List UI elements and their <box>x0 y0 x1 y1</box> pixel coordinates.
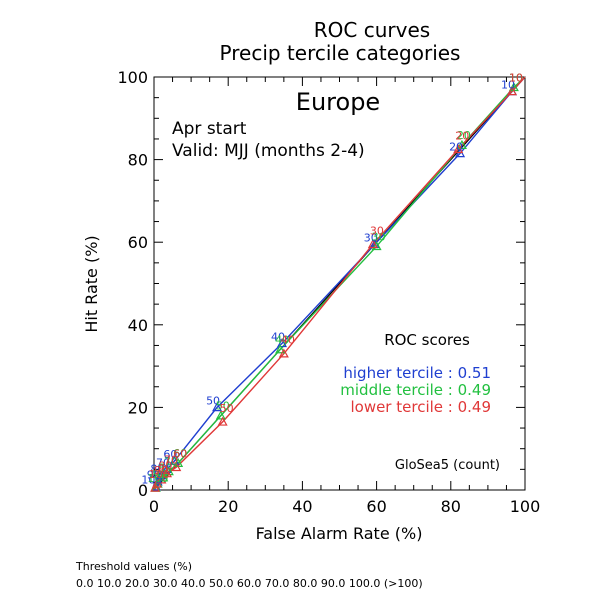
point-marker-lower-tercile <box>156 474 167 484</box>
threshold-label-middle-tercile: 100 <box>147 472 168 485</box>
threshold-label-middle-tercile: 30 <box>372 230 386 243</box>
point-marker-lower-tercile <box>278 348 289 358</box>
score-lower-tercile: lower tercile : 0.49 <box>350 398 491 416</box>
x-tick-label: 40 <box>292 497 312 516</box>
point-marker-lower-tercile <box>367 239 378 249</box>
threshold-label-middle-tercile: 20 <box>457 129 471 142</box>
threshold-label-higher-tercile: 30 <box>364 231 378 244</box>
x-tick-label: 80 <box>441 497 461 516</box>
threshold-label-lower-tercile: 90 <box>154 464 168 477</box>
y-tick-label: 60 <box>128 233 148 252</box>
threshold-label-higher-tercile: 60 <box>163 448 177 461</box>
threshold-label-lower-tercile: 80 <box>158 460 172 473</box>
threshold-label-higher-tercile: 20 <box>449 140 463 153</box>
threshold-label-lower-tercile: 60 <box>173 447 187 460</box>
threshold-label-lower-tercile: 50 <box>220 402 234 415</box>
threshold-values: 0.0 10.0 20.0 30.0 40.0 50.0 60.0 70.0 8… <box>76 577 423 590</box>
point-marker-higher-tercile <box>169 455 180 465</box>
point-marker-higher-tercile <box>161 464 173 474</box>
threshold-label-higher-tercile: 50 <box>206 394 220 407</box>
threshold-label-lower-tercile: 70 <box>164 453 178 466</box>
point-marker-middle-tercile <box>163 466 174 476</box>
point-marker-lower-tercile <box>217 416 228 426</box>
threshold-label-middle-tercile: 90 <box>153 468 167 481</box>
chart-title: ROC curves <box>314 18 430 42</box>
x-tick-label: 0 <box>149 497 159 516</box>
x-tick-label: 60 <box>366 497 386 516</box>
y-axis-label: Hit Rate (%) <box>82 235 101 332</box>
point-marker-higher-tercile <box>276 338 288 348</box>
threshold-label-higher-tercile: 10 <box>501 78 515 91</box>
threshold-label-lower-tercile: 20 <box>455 129 469 142</box>
threshold-label-higher-tercile: 90 <box>147 469 161 482</box>
threshold-label-middle-tercile: 40 <box>275 334 289 347</box>
threshold-label-lower-tercile: 30 <box>370 224 384 237</box>
valid-label: Valid: MJJ (months 2-4) <box>172 141 365 161</box>
y-tick-label: 40 <box>128 316 148 335</box>
y-tick-label: 0 <box>138 481 148 500</box>
threshold-label-higher-tercile: 70 <box>156 456 170 469</box>
threshold-label-middle-tercile: 50 <box>216 400 230 413</box>
point-marker-lower-tercile <box>171 462 182 472</box>
point-marker-middle-tercile <box>215 410 226 420</box>
threshold-heading: Threshold values (%) <box>75 560 192 573</box>
point-marker-middle-tercile <box>456 139 467 149</box>
threshold-label-middle-tercile: 70 <box>164 455 178 468</box>
threshold-label-middle-tercile: 10 <box>509 71 523 84</box>
series-markers <box>150 82 519 492</box>
region-label: Europe <box>296 88 380 116</box>
point-marker-middle-tercile <box>371 241 382 251</box>
x-tick-label: 20 <box>218 497 238 516</box>
score-middle-tercile: middle tercile : 0.49 <box>340 381 491 399</box>
y-tick-label: 100 <box>117 68 148 87</box>
y-tick-label: 20 <box>128 398 148 417</box>
start-label: Apr start <box>172 119 247 139</box>
point-marker-lower-tercile <box>161 468 173 478</box>
point-marker-higher-tercile <box>212 402 223 412</box>
chart-subtitle: Precip tercile categories <box>220 41 461 65</box>
threshold-label-higher-tercile: 40 <box>271 330 285 343</box>
threshold-label-middle-tercile: 60 <box>173 447 187 460</box>
threshold-label-lower-tercile: 40 <box>281 334 295 347</box>
point-marker-middle-tercile <box>275 344 286 354</box>
model-label: GloSea5 (count) <box>395 458 500 473</box>
threshold-label-middle-tercile: 80 <box>158 462 172 475</box>
point-marker-lower-tercile <box>506 86 518 96</box>
y-tick-label: 80 <box>128 151 148 170</box>
score-higher-tercile: higher tercile : 0.51 <box>343 364 491 382</box>
roc-scores-title: ROC scores <box>384 331 470 349</box>
x-axis-label: False Alarm Rate (%) <box>256 524 423 543</box>
threshold-label-lower-tercile: 10 <box>509 71 523 84</box>
threshold-label-higher-tercile: 80 <box>150 463 164 476</box>
threshold-label-lower-tercile: 100 <box>149 468 170 481</box>
axis-ticks <box>153 76 526 491</box>
point-marker-lower-tercile <box>453 144 464 154</box>
threshold-label-higher-tercile: 100 <box>141 474 162 487</box>
x-tick-label: 100 <box>510 497 541 516</box>
